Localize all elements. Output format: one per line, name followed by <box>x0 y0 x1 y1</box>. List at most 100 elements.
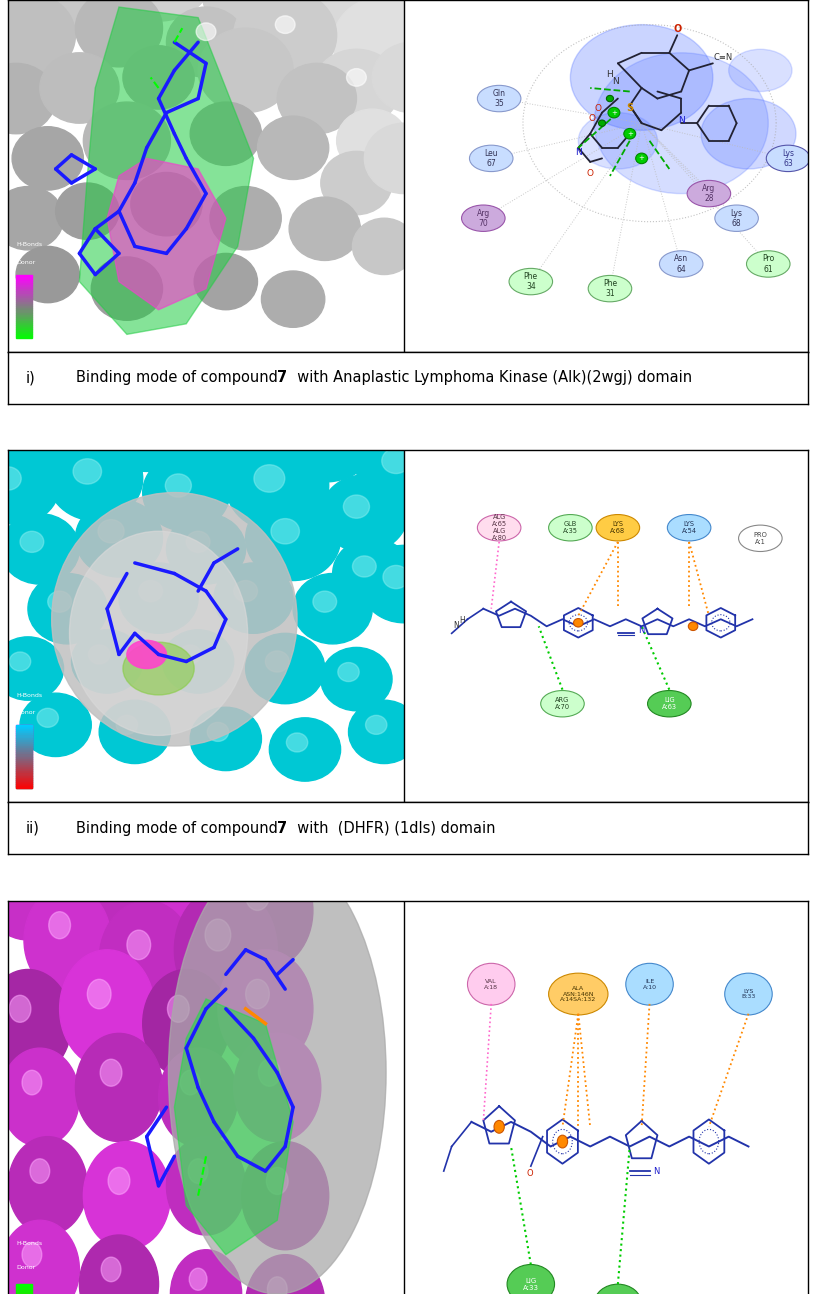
Circle shape <box>198 28 293 113</box>
Bar <box>16 277 32 278</box>
Text: N: N <box>454 621 459 630</box>
Polygon shape <box>107 158 226 309</box>
Bar <box>16 785 32 788</box>
Text: Lys
63: Lys 63 <box>782 149 794 168</box>
Ellipse shape <box>69 532 247 735</box>
Bar <box>16 771 32 774</box>
Text: Arg
70: Arg 70 <box>477 208 490 228</box>
Circle shape <box>194 254 258 309</box>
Text: Phe
34: Phe 34 <box>524 272 538 291</box>
Text: LYS
A:54: LYS A:54 <box>681 521 697 534</box>
Circle shape <box>266 1167 288 1194</box>
Text: ARG
A:70: ARG A:70 <box>555 697 570 710</box>
Circle shape <box>100 901 194 1018</box>
Circle shape <box>83 1141 171 1250</box>
Circle shape <box>233 1034 321 1141</box>
Circle shape <box>0 63 55 133</box>
Circle shape <box>51 792 162 930</box>
Bar <box>16 785 32 788</box>
Circle shape <box>574 619 583 628</box>
Text: ALA
ASN:146N
A:14SA:132: ALA ASN:146N A:14SA:132 <box>560 986 596 1003</box>
Bar <box>16 754 32 757</box>
Circle shape <box>202 0 305 39</box>
Bar <box>16 758 32 761</box>
Circle shape <box>9 652 31 672</box>
Bar <box>16 784 32 785</box>
Ellipse shape <box>667 515 711 541</box>
Bar <box>16 769 32 771</box>
Bar <box>16 745 32 748</box>
Bar <box>16 782 32 784</box>
Circle shape <box>348 700 419 763</box>
Bar <box>16 308 32 311</box>
Circle shape <box>361 545 447 622</box>
Circle shape <box>55 182 119 239</box>
Text: ALG
A:65
ALG
A:80: ALG A:65 ALG A:80 <box>491 514 507 541</box>
Text: Donor: Donor <box>16 710 35 716</box>
Circle shape <box>180 1070 200 1095</box>
Bar <box>16 780 32 782</box>
Bar <box>16 771 32 774</box>
Text: Pro
61: Pro 61 <box>762 255 774 273</box>
Circle shape <box>12 127 83 190</box>
Ellipse shape <box>469 145 513 172</box>
Text: Arg
28: Arg 28 <box>703 184 716 203</box>
Circle shape <box>47 591 72 612</box>
Circle shape <box>103 0 214 21</box>
Circle shape <box>333 538 412 608</box>
Ellipse shape <box>729 49 792 92</box>
Text: 7: 7 <box>277 820 287 836</box>
Circle shape <box>606 96 614 102</box>
Ellipse shape <box>123 642 194 695</box>
Circle shape <box>0 637 64 700</box>
Bar <box>16 761 32 763</box>
Circle shape <box>277 63 357 133</box>
Bar <box>16 738 32 740</box>
Text: Binding mode of compound: Binding mode of compound <box>76 820 282 836</box>
Text: LIG
A:33: LIG A:33 <box>523 1277 539 1290</box>
Bar <box>16 757 32 758</box>
Circle shape <box>91 373 202 471</box>
Circle shape <box>143 454 230 532</box>
Bar <box>16 782 32 784</box>
Circle shape <box>364 123 444 194</box>
Circle shape <box>123 45 194 109</box>
Circle shape <box>246 496 340 581</box>
Circle shape <box>162 630 233 694</box>
Ellipse shape <box>127 641 166 669</box>
Bar <box>16 767 32 769</box>
Circle shape <box>0 467 21 490</box>
Circle shape <box>321 475 408 553</box>
Bar <box>16 727 32 729</box>
Text: Donor: Donor <box>16 260 35 265</box>
Bar <box>16 757 32 758</box>
Circle shape <box>190 102 261 166</box>
Circle shape <box>22 1070 42 1095</box>
Circle shape <box>608 107 620 118</box>
Ellipse shape <box>168 851 386 1294</box>
Circle shape <box>87 980 111 1009</box>
Bar <box>16 274 32 277</box>
Circle shape <box>7 845 33 877</box>
Circle shape <box>166 474 192 497</box>
Text: Leu
67: Leu 67 <box>485 149 498 168</box>
Text: Asn
64: Asn 64 <box>674 255 688 273</box>
Circle shape <box>88 644 110 664</box>
Circle shape <box>689 622 698 630</box>
Circle shape <box>83 102 171 180</box>
Bar <box>16 735 32 738</box>
Text: O: O <box>588 114 596 123</box>
Bar <box>16 751 32 752</box>
Ellipse shape <box>468 963 515 1005</box>
Text: Acceptor: Acceptor <box>16 340 44 345</box>
Bar <box>16 752 32 754</box>
Circle shape <box>214 563 293 633</box>
Circle shape <box>0 1048 79 1146</box>
Ellipse shape <box>588 276 632 302</box>
Circle shape <box>190 708 261 771</box>
Circle shape <box>37 708 59 727</box>
Bar <box>16 314 32 317</box>
Circle shape <box>171 1250 242 1294</box>
Circle shape <box>98 520 124 543</box>
Circle shape <box>188 1159 208 1184</box>
